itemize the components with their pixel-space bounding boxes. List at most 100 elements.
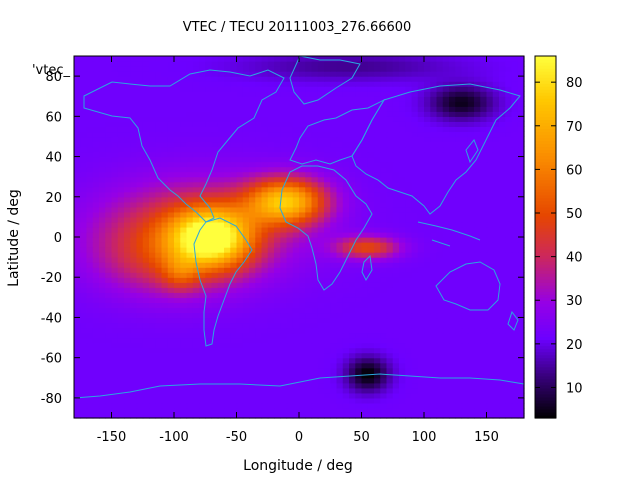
heat-cell — [236, 171, 244, 178]
heat-cell — [299, 231, 306, 238]
heat-cell — [111, 216, 119, 223]
heat-cell — [267, 247, 275, 253]
heat-cell — [92, 76, 100, 82]
heat-cell — [199, 372, 206, 379]
heat-cell — [336, 111, 344, 117]
heat-cell — [342, 106, 350, 112]
heat-cell — [499, 206, 506, 213]
heat-cell — [286, 141, 294, 148]
heat-cell — [499, 86, 506, 92]
heat-cell — [217, 357, 225, 364]
heat-cell — [367, 111, 375, 117]
heat-cell — [374, 81, 381, 87]
heat-cell — [380, 322, 388, 329]
heat-cell — [280, 297, 288, 303]
heat-cell — [174, 287, 181, 293]
heat-cell — [505, 312, 513, 319]
heat-cell — [286, 176, 294, 183]
heat-cell — [455, 307, 463, 314]
heat-cell — [236, 116, 244, 122]
heat-cell — [449, 372, 456, 379]
heat-cell — [424, 342, 431, 349]
heat-cell — [342, 407, 350, 414]
heat-cell — [130, 101, 138, 107]
heat-cell — [480, 176, 488, 183]
heat-cell — [124, 156, 131, 163]
heat-cell — [261, 372, 269, 379]
heat-cell — [161, 247, 169, 253]
heat-cell — [336, 101, 344, 107]
heat-cell — [142, 382, 150, 389]
heat-cell — [205, 81, 213, 87]
heat-cell — [130, 357, 138, 364]
heat-cell — [74, 81, 81, 87]
heat-cell — [74, 347, 81, 354]
heat-cell — [124, 302, 131, 308]
heat-cell — [192, 161, 200, 168]
heat-cell — [80, 136, 88, 143]
heat-cell — [149, 407, 156, 414]
heat-cell — [480, 211, 488, 218]
heat-cell — [142, 317, 150, 324]
heat-cell — [361, 196, 369, 203]
heat-cell — [399, 116, 406, 122]
heat-cell — [511, 76, 519, 82]
heat-cell — [392, 247, 400, 253]
heat-cell — [380, 166, 388, 173]
heat-cell — [380, 352, 388, 359]
heat-cell — [249, 181, 256, 188]
heat-cell — [274, 247, 281, 253]
heat-cell — [336, 86, 344, 92]
heat-cell — [499, 181, 506, 188]
heat-cell — [217, 186, 225, 193]
heat-cell — [92, 352, 100, 359]
heat-cell — [424, 272, 431, 278]
heat-cell — [349, 96, 356, 102]
heat-cell — [261, 392, 269, 399]
heat-cell — [386, 131, 394, 138]
heat-cell — [511, 287, 519, 293]
heat-cell — [236, 91, 244, 97]
heat-cell — [174, 307, 181, 314]
heat-cell — [136, 312, 144, 319]
heat-cell — [155, 191, 163, 198]
heat-cell — [105, 362, 113, 369]
heat-cell — [336, 136, 344, 143]
heat-cell — [374, 342, 381, 349]
heat-cell — [274, 362, 281, 369]
heat-cell — [130, 196, 138, 203]
heat-cell — [217, 181, 225, 188]
heat-cell — [374, 367, 381, 374]
heat-cell — [405, 322, 413, 329]
heat-cell — [80, 146, 88, 153]
heat-cell — [174, 86, 181, 92]
heat-cell — [355, 402, 363, 409]
heat-cell — [305, 312, 313, 319]
heat-cell — [436, 106, 444, 112]
heat-cell — [486, 136, 494, 143]
heat-cell — [230, 247, 238, 253]
heat-cell — [299, 307, 306, 314]
heat-cell — [211, 111, 219, 117]
heat-cell — [499, 267, 506, 273]
heat-cell — [286, 297, 294, 303]
heat-cell — [417, 91, 425, 97]
heat-cell — [517, 106, 525, 112]
heat-cell — [436, 86, 444, 92]
heat-cell — [424, 282, 431, 288]
heat-cell — [517, 161, 525, 168]
heat-cell — [355, 272, 363, 278]
heat-cell — [242, 211, 250, 218]
heat-cell — [105, 91, 113, 97]
heat-cell — [392, 252, 400, 258]
heat-cell — [192, 277, 200, 283]
heat-cell — [380, 121, 388, 127]
heat-cell — [367, 337, 375, 344]
heat-cell — [299, 171, 306, 178]
heat-cell — [280, 257, 288, 263]
heat-cell — [136, 211, 144, 218]
heat-cell — [330, 111, 338, 117]
heat-cell — [517, 377, 525, 384]
heat-cell — [511, 332, 519, 339]
heat-cell — [349, 387, 356, 394]
